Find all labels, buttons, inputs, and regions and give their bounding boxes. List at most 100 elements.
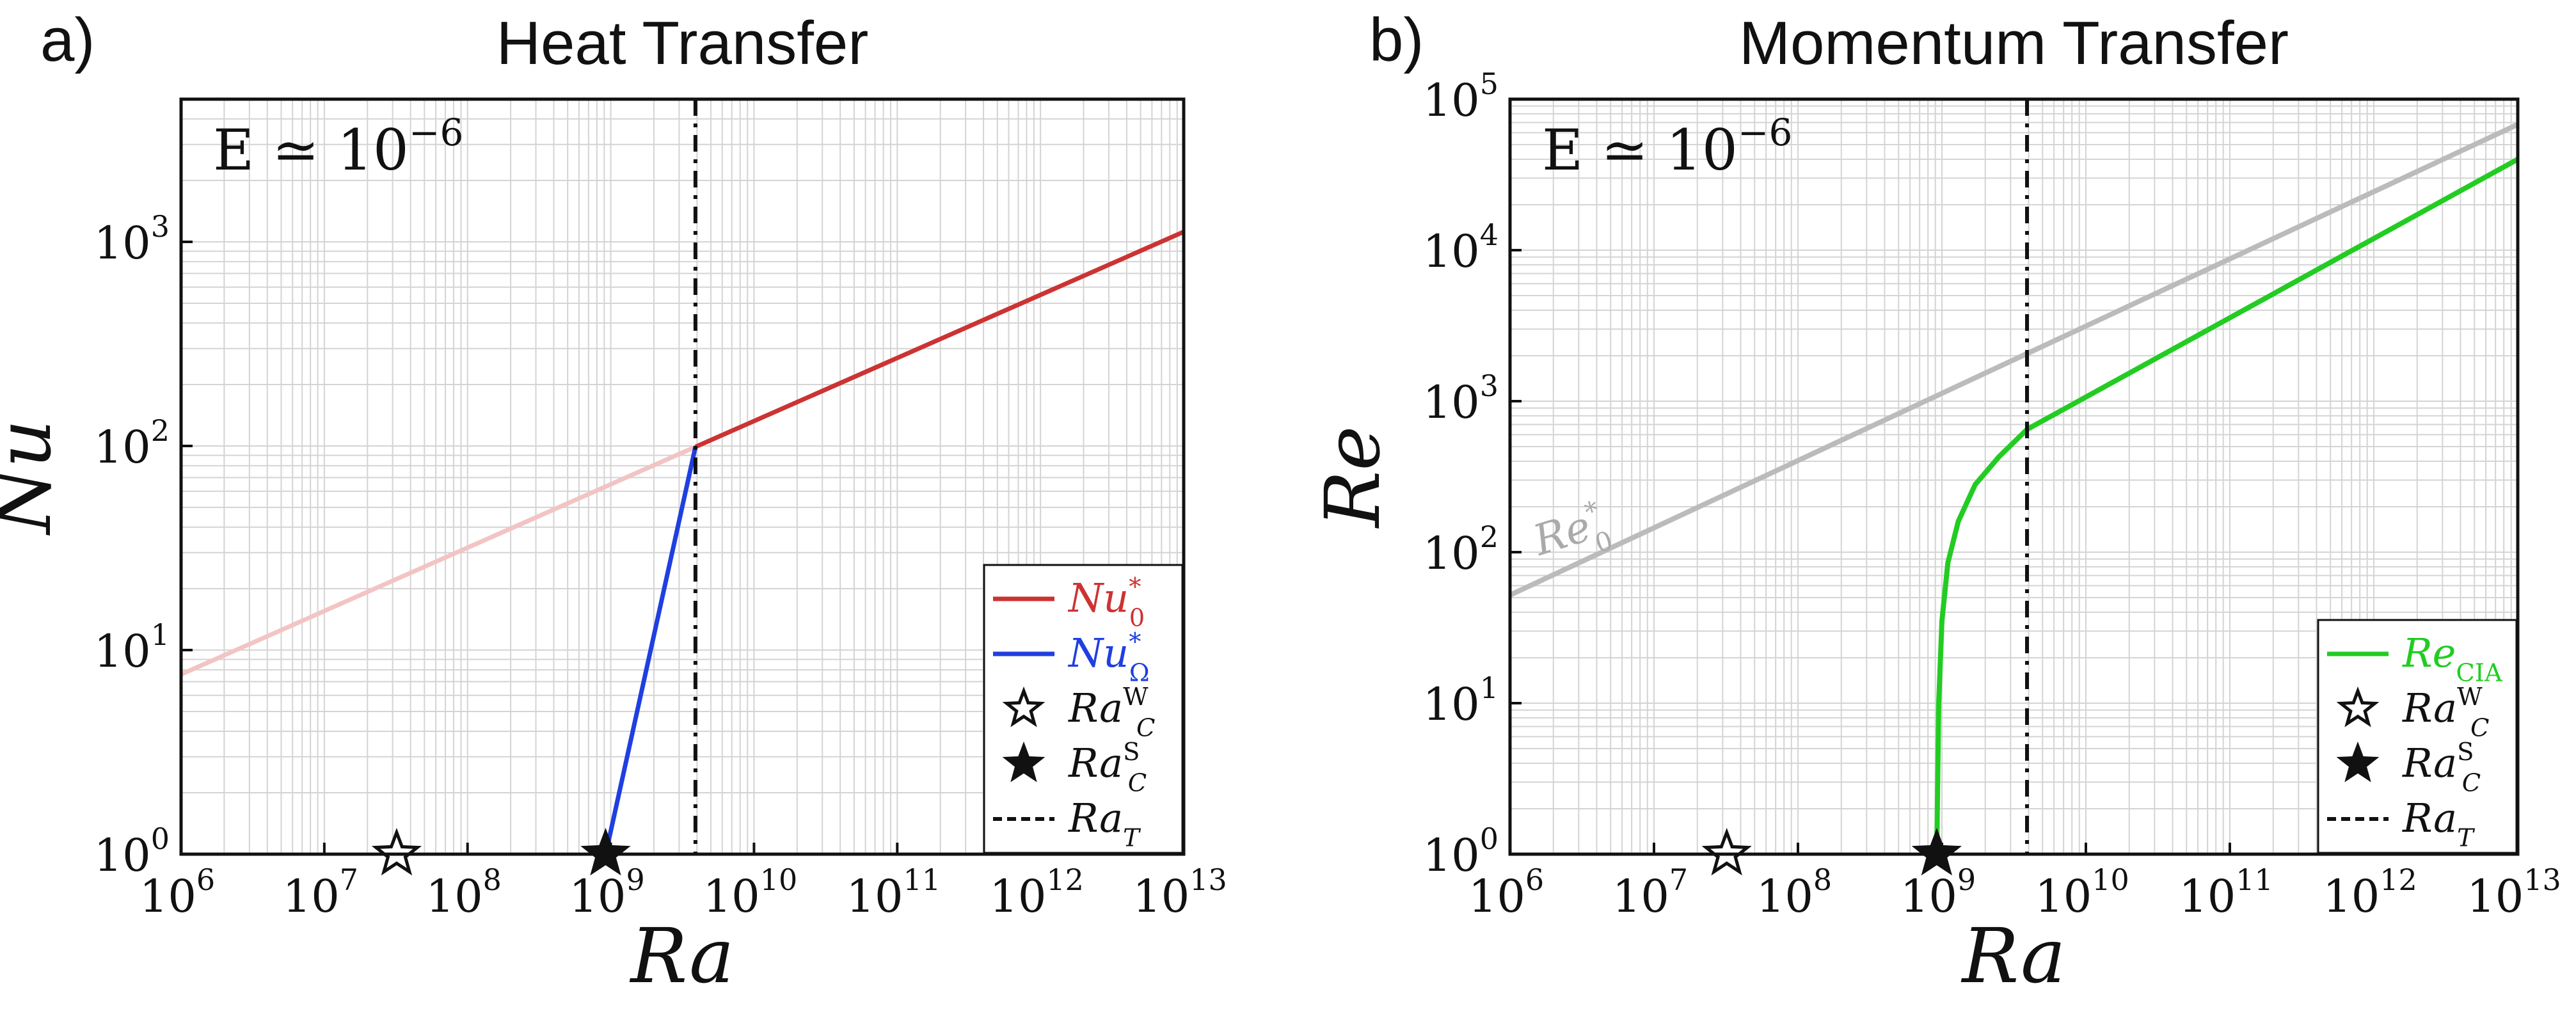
panel-label: b) <box>1369 6 1424 74</box>
x-tick-base: 10 <box>703 870 760 923</box>
x-tick-base: 10 <box>1612 870 1669 923</box>
plot-frame <box>1508 97 2520 856</box>
y-tick-exp: 1 <box>1480 671 1499 705</box>
legend-entry-label-sub: 0 <box>1129 603 1145 632</box>
x-tick-label: 1013 <box>1133 862 1227 923</box>
y-axis-label: Re <box>1308 426 1397 529</box>
legend-entry-label-base: Re <box>2402 630 2456 676</box>
x-tick-base: 10 <box>283 870 340 923</box>
legend-entry-label-sup: * <box>1129 628 1141 656</box>
x-tick-exp: 11 <box>2236 862 2273 897</box>
y-axis-label: Nu <box>0 419 68 536</box>
y-tick-exp: 0 <box>1480 822 1499 856</box>
x-tick-exp: 13 <box>2524 862 2561 897</box>
chart-title: Heat Transfer <box>497 9 869 77</box>
legend-entry-label: RaT <box>2402 795 2475 852</box>
x-tick-label: 1010 <box>703 862 798 923</box>
marker-star-open <box>1701 827 1752 876</box>
x-tick-label: 108 <box>426 862 502 923</box>
x-tick-base: 10 <box>426 870 483 923</box>
legend-entry-label-base: Nu <box>1067 630 1129 676</box>
y-tick-label: 102 <box>94 413 170 473</box>
y-tick-label: 104 <box>1423 218 1499 278</box>
legend-entry-label-sub: CIA <box>2456 658 2503 687</box>
x-tick-base: 10 <box>846 870 903 923</box>
y-tick-exp: 3 <box>151 209 170 244</box>
x-tick-label: 1010 <box>2035 862 2129 923</box>
x-tick-label: 1011 <box>846 862 941 923</box>
x-tick-base: 10 <box>139 870 196 923</box>
y-tick-base: 10 <box>1423 74 1480 127</box>
ekman-exponent: −6 <box>409 111 464 154</box>
y-tick-label: 101 <box>1423 671 1499 731</box>
series-line-1 <box>694 230 1185 449</box>
panel-heat-transfer: 106 107 108 109 1010 1011 1012 1013100101102103… <box>0 6 1227 1000</box>
ekman-text: E ≃ 10 <box>1542 117 1738 183</box>
x-tick-exp: 7 <box>1669 862 1688 897</box>
x-tick-label: 108 <box>1756 862 1832 923</box>
x-tick-exp: 9 <box>626 862 644 897</box>
x-tick-label: 1011 <box>2179 862 2273 923</box>
marker-star-open <box>371 827 422 876</box>
x-tick-exp: 8 <box>1813 862 1832 897</box>
x-tick-label: 106 <box>1468 862 1544 923</box>
y-tick-exp: 0 <box>151 822 170 856</box>
x-tick-label: 107 <box>283 862 358 923</box>
y-tick-exp: 5 <box>1480 67 1499 101</box>
series-line-0 <box>1509 122 2519 598</box>
y-tick-base: 10 <box>1423 829 1480 882</box>
y-tick-label: 101 <box>94 617 170 678</box>
y-tick-exp: 1 <box>151 617 170 652</box>
ekman-text: E ≃ 10 <box>213 117 409 183</box>
x-tick-exp: 11 <box>903 862 941 897</box>
legend-entry-label-sub: T <box>1123 823 1141 852</box>
legend-entry-label-sub: Ω <box>1129 658 1150 687</box>
legend-entry-label-base: Nu <box>1067 575 1129 621</box>
x-tick-base: 10 <box>2467 870 2524 923</box>
series-line-1 <box>1934 157 2519 855</box>
x-tick-base: 10 <box>989 870 1046 923</box>
y-tick-base: 10 <box>94 421 151 473</box>
x-tick-base: 10 <box>2035 870 2092 923</box>
legend-entry-label-base: Ra <box>1068 740 1123 786</box>
y-tick-label: 105 <box>1423 67 1499 127</box>
x-tick-exp: 12 <box>2380 862 2417 897</box>
y-tick-label: 102 <box>1423 520 1499 580</box>
x-tick-base: 10 <box>1468 870 1525 923</box>
x-tick-exp: 10 <box>760 862 798 897</box>
y-tick-exp: 2 <box>151 413 170 448</box>
legend-box <box>983 564 1184 854</box>
legend-entry-label-sup: S <box>2457 738 2474 767</box>
legend-entry-label-sup: W <box>1123 683 1149 711</box>
legend-swatch-star-filled <box>1002 741 1046 783</box>
y-tick-exp: 4 <box>1480 218 1499 252</box>
x-tick-base: 10 <box>569 870 626 923</box>
legend-entry-label: Nu* 0 <box>1067 573 1145 632</box>
legend-entry-label-sub: C <box>2470 713 2489 742</box>
y-tick-base: 10 <box>1423 678 1480 731</box>
legend-entry-label: RaS C <box>2402 738 2481 797</box>
legend-entry-label: RaS C <box>1068 738 1147 797</box>
grid <box>1509 99 2518 855</box>
y-tick-label: 100 <box>1423 822 1499 882</box>
ekman-annotation: E ≃ 10−6 <box>1542 111 1792 183</box>
x-tick-exp: 6 <box>196 862 215 897</box>
marker-star-filled <box>1911 827 1962 876</box>
x-tick-label: 107 <box>1612 862 1688 923</box>
x-tick-base: 10 <box>1756 870 1813 923</box>
y-tick-base: 10 <box>1423 225 1480 278</box>
y-tick-base: 10 <box>94 625 151 678</box>
legend-entry-label-sup: S <box>1123 738 1140 767</box>
x-tick-base: 10 <box>1133 870 1189 923</box>
y-tick-label: 100 <box>94 822 170 882</box>
chart-title: Momentum Transfer <box>1739 9 2289 77</box>
legend-entry-label-sup: * <box>1129 573 1141 601</box>
ekman-annotation: E ≃ 10−6 <box>213 111 463 183</box>
x-tick-exp: 8 <box>483 862 502 897</box>
x-tick-base: 10 <box>1900 870 1957 923</box>
x-axis-label: Ra <box>630 912 735 1000</box>
panel-label: a) <box>40 6 95 74</box>
legend-entry-label-base: Ra <box>2402 740 2457 786</box>
